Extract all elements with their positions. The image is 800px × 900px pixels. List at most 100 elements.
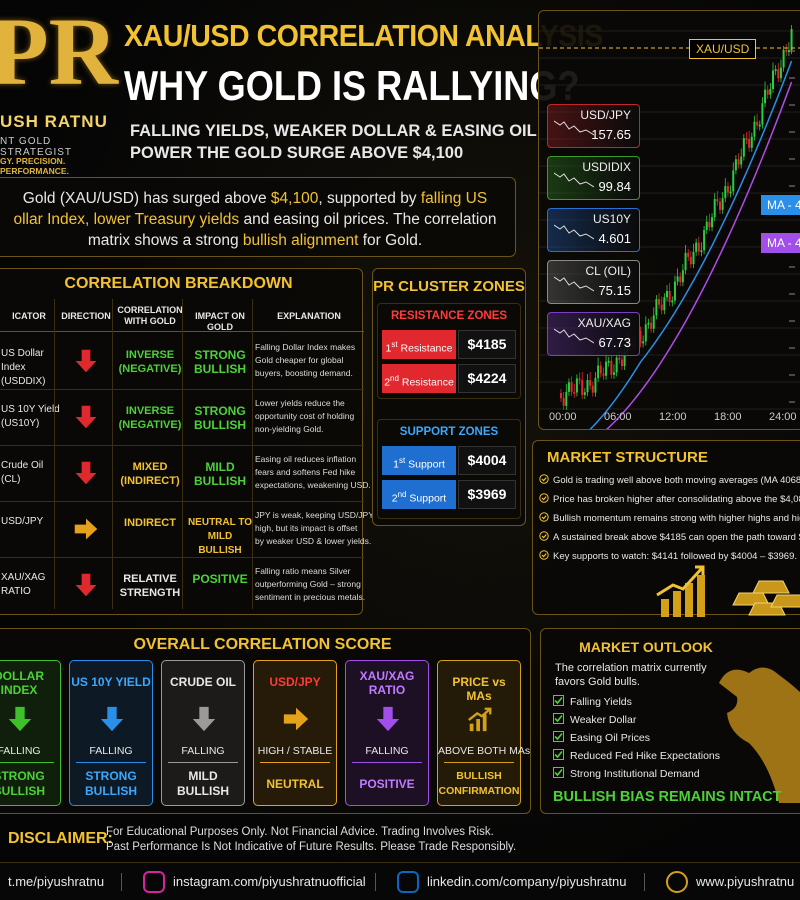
candle-body	[713, 199, 716, 218]
impact: NEUTRAL TO MILD BULLISH	[185, 516, 255, 558]
footer-link[interactable]: t.me/piyushratnu	[8, 874, 105, 889]
logo-name: USH RATNU	[0, 112, 108, 131]
explanation: JPY is weak, keeping USD/JPY high, but it…	[255, 509, 374, 548]
ticker-value: 75.15	[598, 283, 631, 298]
card-name: US 10Y YIELD	[70, 675, 152, 689]
zone-label: 1st Support	[382, 446, 456, 475]
zone-sup: st	[391, 340, 398, 349]
card-rule	[444, 762, 514, 763]
candle-body	[748, 138, 751, 148]
candle-body	[663, 297, 666, 311]
candle-body	[787, 50, 790, 53]
sparkline	[554, 224, 594, 240]
col-rule	[182, 299, 183, 609]
explanation-line: Easing oil reduces inflation	[255, 454, 357, 464]
outlook-intro: The correlation matrix currently favors G…	[555, 661, 707, 689]
card-name-line: PRICE vs MAs	[452, 675, 506, 703]
ticker-name: XAU/XAG	[577, 316, 631, 330]
bullet-check	[541, 496, 547, 501]
ticker-name: US10Y	[592, 212, 631, 226]
candle-body	[607, 360, 610, 363]
score-card: PRICE vs MAs ABOVE BOTH MAs BULLISH CONFIRM…	[437, 660, 530, 806]
arrow-shape	[283, 707, 309, 731]
candle-body	[716, 199, 719, 202]
candle-body	[761, 103, 764, 125]
candle-body	[644, 324, 647, 342]
bullet-icon	[539, 493, 549, 503]
explanation-line: Falling ratio means Silver	[255, 566, 351, 576]
card-status: FALLING	[89, 745, 133, 757]
bullet-check	[541, 553, 547, 558]
correlation-line: (NEGATIVE)	[118, 363, 182, 375]
footer-link[interactable]: www.piyushratnu	[696, 874, 795, 889]
zone-num: 1	[385, 342, 392, 355]
gold-bar	[770, 594, 800, 608]
impact-line: STRONG	[194, 404, 246, 418]
candle-body	[758, 124, 761, 127]
checkbox	[553, 695, 564, 706]
ticker-value: 4.601	[598, 231, 631, 246]
correlation: RELATIVE STRENGTH	[115, 572, 185, 600]
card-status: FALLING	[0, 745, 41, 757]
check-text: Easing Oil Prices	[570, 732, 650, 744]
footer-link[interactable]: instagram.com/piyushratnuofficial	[173, 874, 366, 889]
table-header: CORRELATION WITH GOLD	[115, 305, 185, 327]
candle-body	[769, 89, 772, 95]
candle-body	[697, 242, 700, 252]
structure-bullet: Gold is trading well above both moving a…	[539, 474, 800, 486]
table-header: ICATOR	[1, 311, 57, 322]
sparkline-path	[554, 224, 594, 240]
card-verdict-line: BULLISH	[0, 784, 45, 798]
checkbox	[553, 749, 564, 760]
overall-title: OVERALL CORRELATION SCORE	[133, 636, 392, 653]
candle-body	[774, 69, 777, 72]
indicator-line: USD/JPY	[1, 516, 44, 527]
arrow-shape	[100, 706, 124, 732]
score-card: CRUDE OIL FALLING MILD BULLISH	[161, 660, 245, 806]
explanation-line: JPY is weak, keeping USD/JPY	[255, 510, 374, 520]
zone-title: SUPPORT ZONES	[399, 426, 499, 438]
chart-panel: XAU/USD MA - 4 MA - 4 00:00 06:00 12:00 18:00 2…	[538, 10, 800, 430]
explanation-line: opportunity cost of holding	[255, 411, 355, 421]
indicator-line: XAU/XAG	[1, 572, 46, 583]
arrow-icon	[283, 707, 309, 731]
candle-body	[591, 385, 594, 393]
sparkline	[554, 328, 594, 344]
arrow-icon	[75, 573, 97, 597]
icon-bar	[469, 723, 474, 732]
explanation-line: Lower yields reduce the	[255, 398, 345, 408]
card-verdict-line: NEUTRAL	[266, 777, 324, 791]
disclaimer-text: For Educational Purposes Only. Not Finan…	[106, 825, 516, 855]
candle-body	[729, 191, 732, 194]
candle-body	[642, 341, 645, 344]
card-name: CRUDE OIL	[162, 675, 244, 689]
zone-title: RESISTANCE ZONES	[390, 310, 508, 322]
explanation: Falling ratio means Silver outperforming …	[255, 565, 367, 604]
ticker-name: USDIDIX	[582, 160, 631, 174]
deco-bar	[697, 575, 705, 617]
indicator-line: Crude Oil	[1, 460, 44, 471]
candle-body	[618, 357, 621, 360]
explanation-line: sentiment in precious metals.	[255, 592, 366, 602]
intro-text: , supported by	[318, 190, 421, 207]
card-verdict-line: BULLISH	[177, 784, 229, 798]
candle-body	[594, 378, 597, 393]
bullet-text: Price has broken higher after consolidat…	[553, 494, 800, 505]
impact-line: MILD	[205, 460, 235, 474]
zone-price: $4224	[458, 364, 516, 393]
footer-link[interactable]: linkedin.com/company/piyushratnu	[427, 874, 627, 889]
bull-shape	[719, 667, 800, 803]
candle-body	[777, 69, 780, 79]
arrow-icon	[100, 706, 124, 732]
zone-price: $3969	[458, 480, 516, 509]
ticker-card: US10Y 4.601	[547, 208, 640, 252]
checkbox	[553, 731, 564, 742]
indicator: US Dollar Index (USDDIX)	[1, 347, 61, 389]
ticker-value: 67.73	[598, 335, 631, 350]
bullet-circle	[539, 474, 549, 484]
arrow-shape	[376, 706, 400, 732]
impact-line: BULLISH	[194, 362, 246, 376]
bullet-text: Bullish momentum remains strong with hig…	[553, 513, 800, 524]
